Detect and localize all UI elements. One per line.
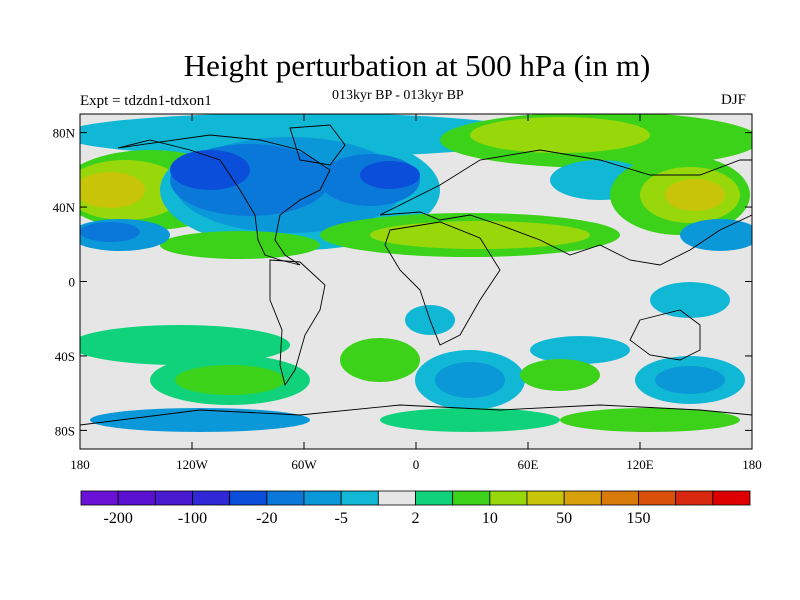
colorbar-label: 50	[556, 510, 572, 527]
experiment-label: Expt = tdzdn1-tdxon1	[80, 93, 212, 109]
lon-tick-label: 60W	[291, 457, 317, 472]
contour-region	[370, 221, 590, 249]
lat-tick-label: 40S	[55, 349, 75, 364]
coast-antarctica	[80, 404, 752, 426]
axis-ticks: 80N 40N 0 40S 80S 180 120W 60W 0 60E 120E 180	[53, 114, 762, 472]
colorbar-swatch	[712, 490, 751, 506]
contour-region	[170, 150, 250, 190]
contour-region	[520, 359, 600, 391]
lat-tick-label: 80N	[53, 126, 76, 141]
contour-region	[360, 161, 420, 189]
contour-region	[90, 408, 310, 432]
contour-region	[655, 366, 725, 394]
colorbar-swatch	[415, 490, 454, 506]
contour-fields	[80, 114, 752, 432]
season-label: DJF	[721, 92, 747, 108]
colorbar-swatch	[377, 490, 416, 506]
coast-australia	[629, 309, 701, 361]
contour-region	[80, 172, 145, 208]
coastlines	[80, 124, 752, 426]
contour-region	[650, 282, 730, 318]
contour-region	[340, 338, 420, 382]
period-label: 013kyr BP - 013kyr BP	[332, 88, 464, 103]
colorbar-swatch	[638, 490, 677, 506]
colorbar-label: -200	[104, 510, 133, 527]
colorbar-swatch	[229, 490, 268, 506]
colorbar-label: 2	[412, 510, 420, 527]
lon-tick-label: 0	[413, 457, 420, 472]
contour-region	[160, 231, 320, 259]
colorbar-label: 150	[627, 510, 651, 527]
lat-tick-label: 80S	[55, 423, 75, 438]
colorbar-label: 10	[482, 510, 498, 527]
contour-region	[470, 117, 650, 153]
coast-greenland	[289, 124, 346, 166]
colorbar-swatch	[117, 490, 156, 506]
contour-region	[665, 179, 725, 211]
colorbar-swatch	[303, 490, 342, 506]
coast-north-america	[117, 134, 331, 266]
contour-region	[680, 219, 752, 251]
lat-tick-label: 40N	[53, 200, 76, 215]
coast-africa	[384, 221, 501, 346]
colorbar-swatch	[266, 490, 305, 506]
coast-europe-asia	[379, 149, 752, 266]
colorbar-label: -20	[256, 510, 277, 527]
colorbar-swatch	[563, 490, 602, 506]
contour-region	[175, 365, 285, 395]
colorbar-label: -100	[178, 510, 207, 527]
colorbar-label: -5	[335, 510, 348, 527]
lon-tick-label: 60E	[518, 457, 539, 472]
contour-region	[80, 222, 140, 242]
colorbar-swatch	[675, 490, 714, 506]
colorbar-swatch	[452, 490, 491, 506]
coast-south-america	[269, 259, 326, 387]
lat-tick-label: 0	[69, 275, 76, 290]
colorbar: -200 -100 -20 -5 2 10 50 150	[80, 490, 751, 527]
contour-region	[530, 336, 630, 364]
colorbar-swatch	[489, 490, 528, 506]
contour-region	[80, 325, 290, 365]
lon-tick-label: 120W	[176, 457, 209, 472]
colorbar-swatch	[80, 490, 119, 506]
colorbar-swatch	[192, 490, 231, 506]
contour-region	[380, 408, 560, 432]
contour-region	[560, 408, 740, 432]
colorbar-swatch	[526, 490, 565, 506]
colorbar-swatch	[154, 490, 193, 506]
colorbar-swatch	[340, 490, 379, 506]
contour-region	[435, 362, 505, 398]
lon-tick-label: 180	[742, 457, 762, 472]
colorbar-swatch	[600, 490, 639, 506]
lon-tick-label: 180	[70, 457, 90, 472]
lon-tick-label: 120E	[626, 457, 654, 472]
map-title: Height perturbation at 500 hPa (in m)	[183, 48, 651, 83]
